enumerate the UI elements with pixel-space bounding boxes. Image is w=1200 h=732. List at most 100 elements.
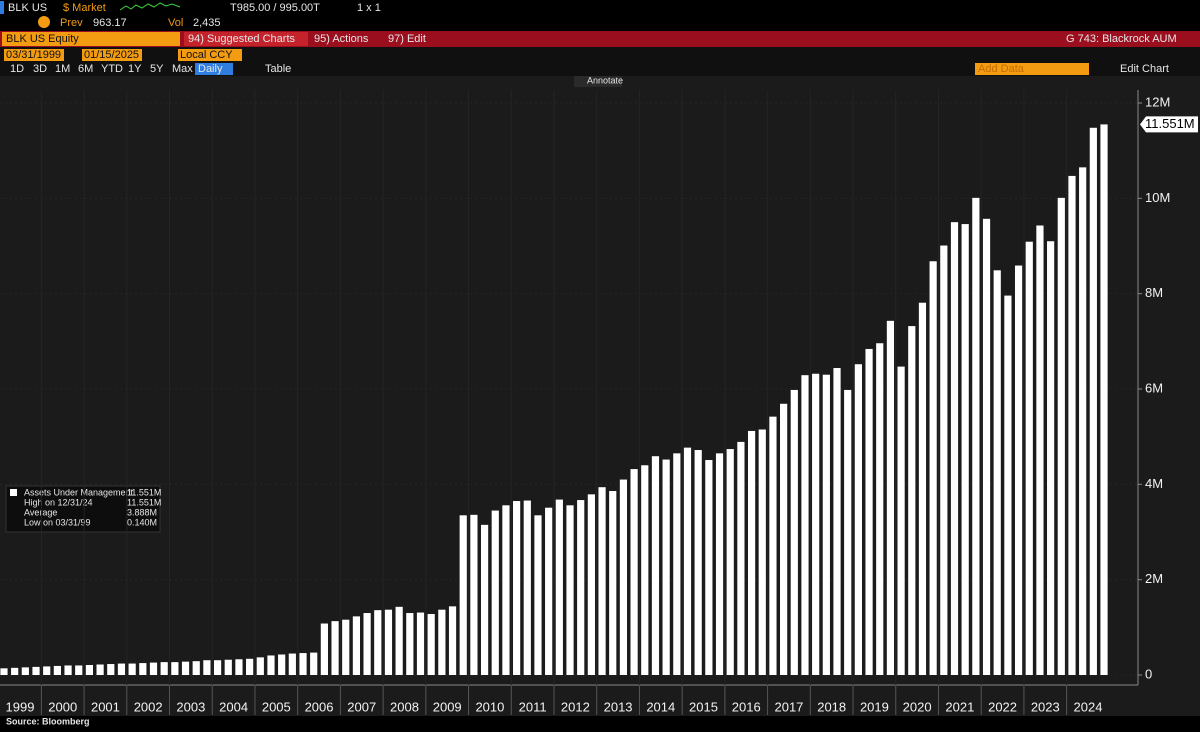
- bar: [801, 375, 809, 675]
- bar: [929, 261, 937, 675]
- x-tick-label: 2005: [262, 699, 291, 714]
- x-tick-label: 2015: [689, 699, 718, 714]
- quote: T985.00 / 995.00T: [230, 2, 320, 14]
- range-button[interactable]: 5Y: [150, 63, 164, 75]
- source: Source: Bloomberg: [6, 716, 90, 726]
- bar: [790, 389, 798, 675]
- x-tick-label: 2009: [433, 699, 462, 714]
- bar: [577, 500, 585, 675]
- bar: [139, 663, 147, 675]
- frequency[interactable]: Daily: [198, 63, 223, 75]
- bar: [480, 524, 489, 675]
- frequency-box[interactable]: [195, 63, 233, 75]
- prev-value: 963.17: [93, 17, 127, 29]
- add-data[interactable]: Add Data: [978, 63, 1025, 75]
- bar: [982, 218, 991, 675]
- x-tick-label: 2008: [390, 699, 419, 714]
- range-button[interactable]: YTD: [101, 63, 123, 75]
- bar: [1036, 225, 1044, 675]
- y-tick-label: 8M: [1145, 285, 1163, 300]
- menu-item[interactable]: 94) Suggested Charts: [188, 33, 296, 45]
- bar: [128, 663, 136, 675]
- menu-item-bg[interactable]: [184, 32, 308, 46]
- bar: [64, 665, 72, 675]
- bar: [1068, 175, 1076, 675]
- bar: [513, 501, 521, 675]
- annotate[interactable]: Annotate: [587, 75, 623, 85]
- range-button[interactable]: 1M: [55, 63, 70, 75]
- security-box[interactable]: [2, 32, 180, 46]
- bar: [149, 662, 158, 675]
- date-box[interactable]: [4, 49, 64, 61]
- bar: [181, 661, 190, 675]
- bar: [1014, 265, 1023, 675]
- x-tick-label: 2022: [988, 699, 1017, 714]
- menu-item[interactable]: 97) Edit: [388, 33, 426, 45]
- y-tick-label: 0: [1145, 666, 1152, 681]
- edit-chart[interactable]: Edit Chart: [1120, 63, 1169, 75]
- start-date[interactable]: 03/31/1999: [6, 49, 61, 61]
- x-tick-label: 2016: [732, 699, 761, 714]
- bar: [534, 515, 542, 675]
- bar: [1004, 295, 1012, 675]
- legend: Assets Under Management 11.551M High on …: [5, 485, 161, 533]
- x-tick-label: 2010: [475, 699, 504, 714]
- legend-swatch: [10, 489, 17, 496]
- y-tick-label: 10M: [1145, 190, 1170, 205]
- range-button[interactable]: Max: [172, 63, 193, 75]
- range-button[interactable]: 6M: [78, 63, 93, 75]
- x-tick-label: 2001: [91, 699, 120, 714]
- bar: [363, 613, 371, 675]
- x-tick-label: 2014: [646, 699, 675, 714]
- table-button[interactable]: Table: [265, 63, 291, 75]
- x-tick-label: 2002: [134, 699, 163, 714]
- x-tick-label: 2000: [48, 699, 77, 714]
- bar: [406, 613, 414, 675]
- vol-label: Vol: [168, 17, 183, 29]
- bar: [11, 667, 19, 675]
- menu-item[interactable]: 95) Actions: [314, 33, 369, 45]
- bar: [43, 666, 51, 675]
- bar: [609, 491, 617, 675]
- date-box[interactable]: [82, 49, 142, 61]
- bar: [844, 389, 852, 675]
- ticker: BLK US: [8, 2, 47, 14]
- annotate-box[interactable]: [574, 76, 622, 87]
- x-tick-label: 2012: [561, 699, 590, 714]
- bar: [737, 441, 745, 675]
- ticker-marker: [0, 1, 4, 14]
- range-button[interactable]: 1Y: [128, 63, 142, 75]
- header-bg: [0, 0, 1200, 31]
- bar: [278, 654, 286, 675]
- bar: [1089, 127, 1097, 675]
- bar: [352, 616, 361, 675]
- legend-stat-value: 11.551M: [127, 497, 161, 507]
- bar: [448, 606, 457, 675]
- bar: [812, 373, 820, 675]
- end-date[interactable]: 01/15/2025: [84, 49, 139, 61]
- add-data-box[interactable]: [975, 63, 1089, 75]
- bar: [1079, 167, 1087, 675]
- bar: [886, 320, 895, 675]
- x-tick-label: 2021: [945, 699, 974, 714]
- bar: [246, 658, 254, 675]
- x-tick-label: 1999: [6, 699, 35, 714]
- bar: [203, 660, 211, 675]
- bar: [342, 619, 350, 675]
- bar: [21, 667, 29, 675]
- x-tick-label: 2006: [305, 699, 334, 714]
- bar: [459, 515, 467, 675]
- legend-stat-value: 3.888M: [127, 507, 157, 517]
- bar: [865, 348, 873, 675]
- bar: [0, 668, 8, 675]
- range-buttons: 1D 3D 1M 6M YTD 1Y 5Y Max: [10, 63, 193, 75]
- range-button[interactable]: 1D: [10, 63, 24, 75]
- last-value-tag: [1140, 116, 1198, 133]
- currency-box[interactable]: [178, 49, 242, 61]
- bar: [940, 245, 948, 676]
- bar: [726, 449, 734, 675]
- range-button[interactable]: 3D: [33, 63, 47, 75]
- currency[interactable]: Local CCY: [180, 49, 233, 61]
